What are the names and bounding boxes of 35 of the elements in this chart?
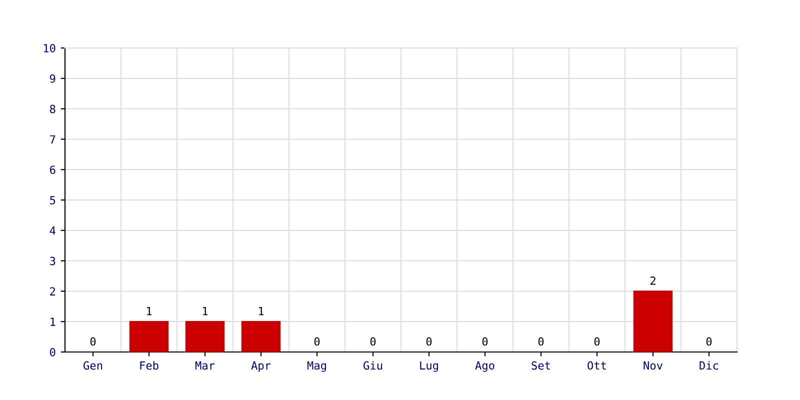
y-tick-label: 10 xyxy=(44,44,56,52)
data-label: 0 xyxy=(370,337,376,346)
x-tick-label: Giu xyxy=(364,361,382,370)
data-label: 0 xyxy=(538,337,544,346)
y-tick-label: 1 xyxy=(50,318,56,326)
data-label: 0 xyxy=(90,337,96,346)
y-tick-label: 3 xyxy=(50,256,56,266)
data-label: 2 xyxy=(650,276,656,285)
x-tick-label: Apr xyxy=(251,361,271,372)
data-label: 0 xyxy=(706,337,712,346)
y-tick-label: 8 xyxy=(50,104,56,114)
x-tick-label: Ott xyxy=(588,361,606,370)
x-tick-label: Ago xyxy=(475,361,494,372)
y-tick-label: 4 xyxy=(50,226,56,235)
x-tick-label: Mar xyxy=(195,361,215,370)
x-tick-label: Gen xyxy=(84,361,102,370)
x-tick-label: Nov xyxy=(644,361,662,370)
x-tick-label: Lug xyxy=(420,361,438,372)
y-tick-label: 7 xyxy=(50,135,56,144)
x-tick-label: Set xyxy=(532,361,550,370)
data-label: 1 xyxy=(258,307,264,316)
data-label: 0 xyxy=(594,337,600,346)
x-tick-label: Feb xyxy=(140,361,158,370)
y-tick-label: 2 xyxy=(50,287,56,296)
data-label: 1 xyxy=(202,307,208,316)
y-tick-label: 9 xyxy=(50,74,56,83)
data-label: 1 xyxy=(146,307,152,316)
data-label: 0 xyxy=(426,337,432,346)
x-tick-label: Dic xyxy=(700,361,718,370)
data-label: 0 xyxy=(482,337,488,346)
y-tick-label: 5 xyxy=(50,196,56,204)
y-tick-label: 6 xyxy=(50,166,56,174)
data-label: 0 xyxy=(314,337,320,346)
x-tick-label: Mag xyxy=(307,361,326,372)
y-tick-label: 0 xyxy=(50,348,56,356)
